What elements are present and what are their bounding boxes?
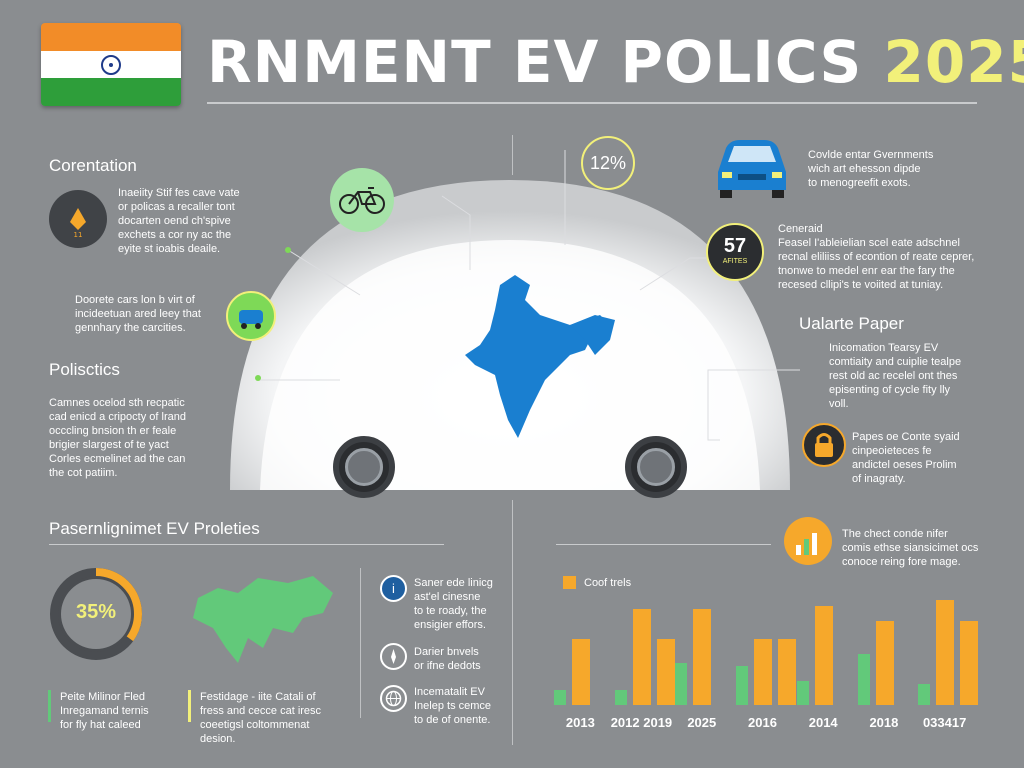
chart-bar bbox=[554, 690, 566, 705]
chart-bar bbox=[614, 690, 627, 705]
chart-bar bbox=[936, 600, 955, 705]
left-mid-text: Doorete cars lon b virt of incideetuan ar… bbox=[75, 294, 201, 334]
chart-bar bbox=[656, 639, 675, 705]
percent-badge-value: 12% bbox=[589, 152, 627, 173]
svg-text:11: 11 bbox=[74, 231, 83, 239]
chart-bar bbox=[857, 654, 870, 705]
x-tick-label: 2012 2019 bbox=[610, 715, 673, 730]
title-divider bbox=[207, 102, 977, 104]
corentation-text: Inaeiity Stif fes cave vate or policas a … bbox=[118, 187, 240, 255]
compass-icon bbox=[380, 643, 407, 670]
badge-57-sub: AFITES bbox=[722, 258, 748, 265]
lock-icon bbox=[802, 423, 846, 467]
badge-57-number: 57 bbox=[723, 235, 747, 257]
india-flag bbox=[41, 23, 181, 106]
lock-text: Papes oe Conte syaid cinpeoieteces fe andi… bbox=[852, 431, 960, 485]
donut-value: 35% bbox=[75, 601, 117, 623]
bar-chart bbox=[550, 585, 979, 705]
legend-swatch bbox=[563, 576, 576, 589]
percent-badge: 12% bbox=[581, 136, 635, 190]
note1-accent bbox=[48, 690, 51, 722]
chart-bar bbox=[796, 681, 809, 705]
bottom-left-rule bbox=[49, 544, 444, 545]
x-tick-label: 2016 bbox=[748, 715, 777, 730]
chart-bar bbox=[814, 606, 833, 705]
center-divider-bottom bbox=[512, 500, 513, 745]
ceneraid-heading: Ceneraid bbox=[778, 223, 823, 235]
chart-bar bbox=[875, 621, 894, 705]
chart-bar bbox=[778, 639, 797, 705]
chart-bar bbox=[960, 621, 979, 705]
list-item-1: Saner ede linicg ast'el cinesne to te road… bbox=[414, 577, 493, 631]
bicycle-icon bbox=[330, 168, 394, 232]
flag-green-stripe bbox=[41, 78, 181, 106]
page-title-year: 2025 bbox=[883, 28, 1024, 96]
list-item-3: Incematalit EV Inelep ts cemce to de of on… bbox=[414, 686, 492, 726]
ashoka-chakra-icon bbox=[101, 54, 121, 75]
flag-saffron-stripe bbox=[41, 23, 181, 51]
page-title-main: RNMENT EV POLICS bbox=[207, 28, 863, 96]
chart-bar bbox=[736, 666, 749, 705]
chart-intro-text: The chect conde nifer comis ethse siansic… bbox=[842, 528, 979, 568]
chart-bar bbox=[754, 639, 773, 705]
chart-bar bbox=[632, 609, 651, 705]
flag-white-stripe bbox=[41, 50, 181, 79]
x-tick-label: 2013 bbox=[565, 715, 595, 730]
left-wheel-icon bbox=[333, 436, 395, 498]
section-heading-paser: Pasernlignimet EV Proleties bbox=[49, 519, 260, 538]
paper-text: Inicomation Tearsy EV comtiaity and cuipl… bbox=[829, 342, 962, 410]
section-heading-corentation: Corentation bbox=[49, 156, 137, 175]
bar-chart-x-labels: 2013 2012 2019 2025 2016 2014 2018 033417 bbox=[550, 715, 975, 735]
ceneraid-block: Ceneraid Feasel I'ableielian scel eate a… bbox=[778, 222, 993, 292]
x-tick-label: 2025 bbox=[687, 715, 717, 730]
info-icon: i bbox=[380, 575, 407, 602]
donut-chart bbox=[50, 568, 142, 660]
chart-bar bbox=[918, 684, 931, 705]
chart-bar bbox=[572, 639, 590, 705]
chart-bar bbox=[693, 609, 712, 705]
globe-icon bbox=[380, 685, 407, 712]
section-heading-polisctics: Polisctics bbox=[49, 360, 120, 379]
vehicle-badge-icon bbox=[226, 291, 276, 341]
badge-57: 57 AFITES bbox=[706, 223, 764, 281]
chart-badge-icon bbox=[784, 517, 832, 565]
fuel-badge-icon: 11 bbox=[49, 190, 107, 248]
bottom-right-rule bbox=[556, 544, 771, 545]
car-text: Covlde entar Gvernments wich art ehesson … bbox=[808, 149, 934, 189]
asia-map-icon bbox=[193, 576, 333, 663]
polisctics-text: Camnes ocelod sth recpatic cad enicd a cr… bbox=[49, 397, 186, 479]
list-item-2: Darier bnvels or ifne dedots bbox=[414, 646, 481, 672]
bottom-left-divider bbox=[360, 568, 361, 718]
x-tick-label: 2014 bbox=[808, 715, 838, 730]
note2-accent bbox=[188, 690, 191, 722]
section-heading-paper: Ualarte Paper bbox=[799, 314, 904, 333]
legend-label: Coof trels bbox=[584, 576, 632, 589]
car-icon bbox=[718, 140, 786, 198]
right-wheel-icon bbox=[625, 436, 687, 498]
india-map-icon bbox=[465, 275, 615, 438]
center-divider-top bbox=[512, 135, 513, 175]
page-title: RNMENT EV POLICS 2025 bbox=[207, 28, 1024, 96]
chart-legend: Coof trels bbox=[563, 576, 631, 589]
x-tick-label: 033417 bbox=[922, 715, 967, 730]
x-tick-label: 2018 bbox=[869, 715, 899, 730]
chart-bar bbox=[675, 663, 688, 705]
